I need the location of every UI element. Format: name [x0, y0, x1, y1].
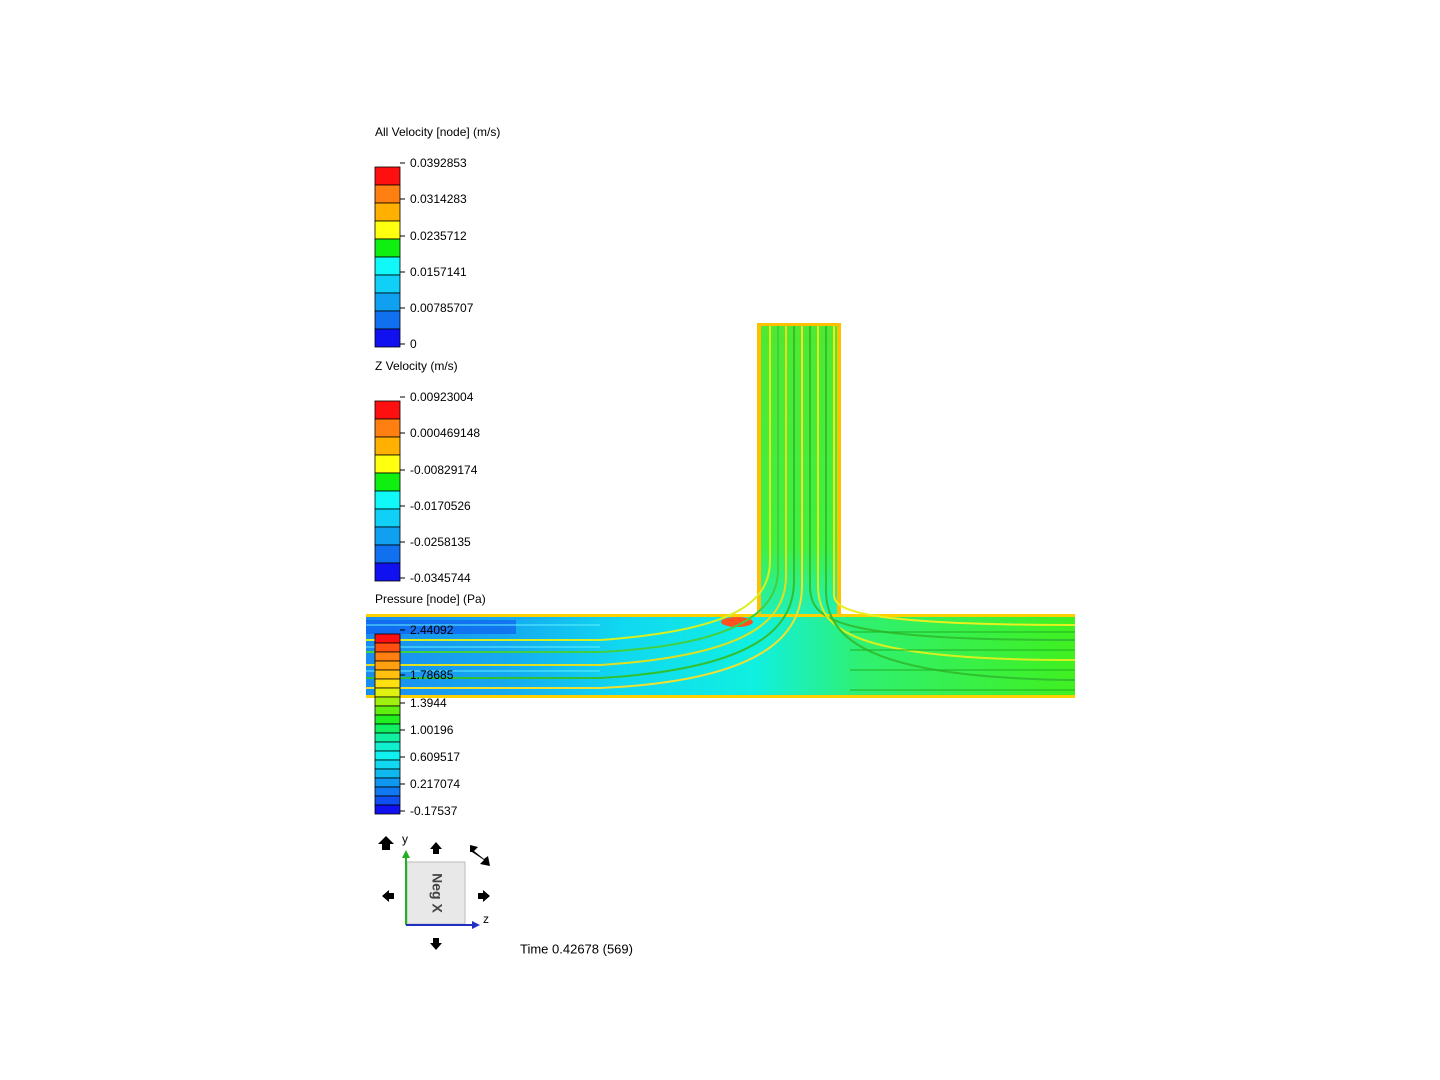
legend-band: [374, 274, 401, 294]
legend-tick-label: 0.0392853: [410, 156, 467, 170]
rotate-up[interactable]: [430, 842, 442, 854]
cube-face: [406, 861, 466, 925]
legend-band: [374, 184, 401, 204]
legend-band: [374, 328, 401, 348]
legend-band: [374, 256, 401, 276]
legend-band: [374, 310, 401, 330]
vertical-pipe: [761, 326, 837, 618]
legend-tick-label: -0.0345744: [410, 571, 471, 585]
legend-band: [374, 633, 401, 644]
legend-band: [374, 660, 401, 671]
legend-band: [374, 562, 401, 582]
legend-tick-label: 0.0314283: [410, 192, 467, 206]
legend-band: [374, 526, 401, 546]
legend-band: [374, 687, 401, 698]
rotate-down[interactable]: [430, 938, 442, 950]
legend-band: [374, 714, 401, 725]
legend-tick-label: 1.78685: [410, 668, 454, 682]
z-arrow: [472, 921, 480, 929]
legend-band: [374, 741, 401, 752]
legend-band: [374, 238, 401, 258]
flow-domain: [366, 323, 1076, 698]
y-arrow: [402, 850, 410, 858]
legend-band: [374, 804, 401, 815]
legend-band: [374, 490, 401, 510]
legend-band: [374, 759, 401, 770]
legend-band: [374, 292, 401, 312]
legend-band: [374, 472, 401, 492]
legend-band: [374, 696, 401, 707]
legend-tick-label: 2.44092: [410, 623, 454, 637]
z-axis-label: z: [483, 912, 489, 926]
legend-band: [374, 642, 401, 653]
legend-band: [374, 202, 401, 222]
legend-tick-label: 1.00196: [410, 723, 454, 737]
legend-band: [374, 508, 401, 528]
time-label: Time 0.42678 (569): [520, 941, 633, 956]
rotate-left[interactable]: [382, 890, 394, 902]
legend-tick-label: 0.609517: [410, 750, 460, 764]
legend-tick-label: -0.00829174: [410, 463, 478, 477]
legend-band: [374, 418, 401, 438]
cube-face-label: Neg X: [429, 873, 445, 913]
legend-band: [374, 750, 401, 761]
legend-band: [374, 220, 401, 240]
legend-band: [374, 400, 401, 420]
legend-band: [374, 166, 401, 186]
legend-band: [374, 786, 401, 797]
legend-band: [374, 436, 401, 456]
legends: All Velocity [node] (m/s) 0.0392853 0.0314…: [374, 125, 500, 818]
legend-tick-label: 0.00785707: [410, 301, 474, 315]
rotate-diagonal[interactable]: [470, 845, 490, 866]
legend-band: [374, 732, 401, 743]
home[interactable]: [378, 836, 394, 850]
streamlines: [366, 326, 1076, 691]
legend-title: Z Velocity (m/s): [375, 359, 458, 373]
legend-band: [374, 723, 401, 734]
view-cube: Neg X y z: [378, 832, 490, 950]
legend-band: [374, 795, 401, 806]
y-axis-label: y: [402, 832, 408, 846]
legend-band: [374, 454, 401, 474]
legend-tick-label: 0.00923004: [410, 390, 474, 404]
legend-tick-label: -0.0170526: [410, 499, 471, 513]
legend-band: [374, 705, 401, 716]
legend-band: [374, 669, 401, 680]
legend-band: [374, 651, 401, 662]
legend-tick-label: 1.3944: [410, 696, 447, 710]
recirculation: [721, 617, 753, 627]
legend-title: All Velocity [node] (m/s): [375, 125, 500, 139]
legend-band: [374, 768, 401, 779]
legend-tick-label: 0.217074: [410, 777, 460, 791]
legend-tick-label: 0.0157141: [410, 265, 467, 279]
legend-band: [374, 544, 401, 564]
legend-tick-label: -0.17537: [410, 804, 458, 818]
legend-tick-label: -0.0258135: [410, 535, 471, 549]
legend-tick-label: 0.0235712: [410, 229, 467, 243]
legend-band: [374, 777, 401, 788]
rotate-right[interactable]: [478, 890, 490, 902]
legend-tick-label: 0: [410, 337, 417, 351]
legend-tick-label: 0.000469148: [410, 426, 480, 440]
legend-title: Pressure [node] (Pa): [375, 592, 486, 606]
legend-band: [374, 678, 401, 689]
